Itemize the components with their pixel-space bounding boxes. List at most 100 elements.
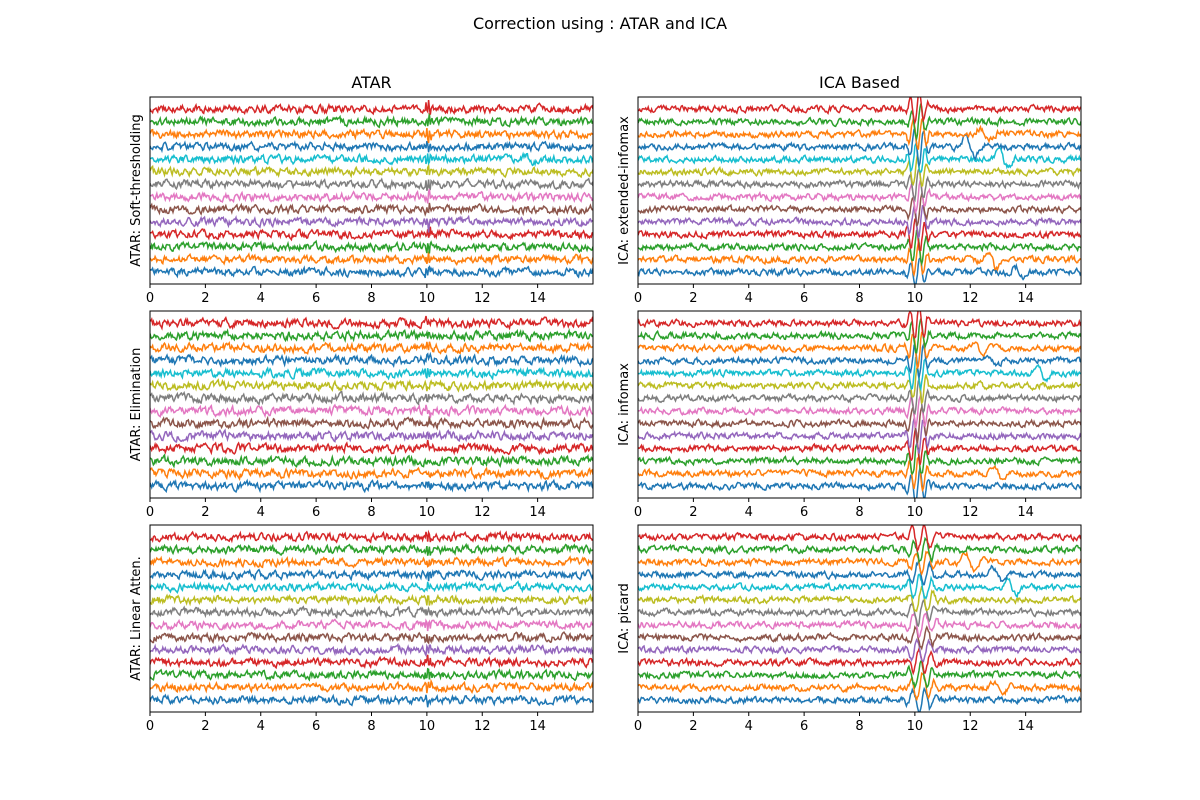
panel-4: 0 2 4 6 8 10 12 14 ATAR: Linear Atten. <box>129 524 594 734</box>
traces <box>638 311 1081 498</box>
channel-trace-2 <box>638 659 1081 690</box>
channel-trace-4 <box>150 642 593 658</box>
traces <box>150 100 593 279</box>
panel-0: 0 2 4 6 8 10 12 14 ATAR ATAR: Soft-thresholding <box>129 73 594 306</box>
x-tick-label: 6 <box>312 719 320 734</box>
x-tick-label: 10 <box>907 719 924 734</box>
x-tick-label: 4 <box>745 291 753 306</box>
channel-trace-3 <box>150 439 593 456</box>
channel-trace-13 <box>638 525 1081 553</box>
channel-trace-6 <box>638 392 1081 429</box>
channel-trace-12 <box>150 328 593 344</box>
channel-trace-10 <box>638 126 1081 168</box>
channel-trace-12 <box>150 542 593 556</box>
channel-trace-5 <box>150 415 593 431</box>
channel-trace-5 <box>638 404 1081 444</box>
x-tick-label: 10 <box>907 291 924 306</box>
channel-trace-11 <box>638 116 1081 150</box>
x-tick-label: 6 <box>800 719 808 734</box>
x-tick-label: 4 <box>257 719 265 734</box>
channel-trace-13 <box>638 311 1081 339</box>
channel-trace-6 <box>638 179 1081 215</box>
channel-trace-2 <box>150 239 593 254</box>
x-tick-label: 14 <box>529 505 546 520</box>
x-tick-label: 4 <box>257 505 265 520</box>
x-tick-label: 10 <box>419 505 436 520</box>
channel-trace-1 <box>150 466 593 482</box>
channel-trace-9 <box>150 580 593 595</box>
channel-trace-10 <box>638 342 1081 380</box>
x-tick-label: 8 <box>855 719 863 734</box>
x-tick-label: 12 <box>474 291 491 306</box>
channel-trace-8 <box>638 586 1081 613</box>
channel-trace-8 <box>150 162 593 179</box>
channel-trace-2 <box>638 441 1081 476</box>
x-tick-label: 8 <box>367 505 375 520</box>
channel-trace-6 <box>150 618 593 632</box>
x-tick-label: 8 <box>367 719 375 734</box>
channel-trace-1 <box>150 251 593 267</box>
x-tick-label: 6 <box>312 505 320 520</box>
channel-trace-1 <box>638 672 1081 701</box>
y-axis-label: ICA: infomax <box>617 363 632 446</box>
channel-trace-0 <box>638 257 1081 284</box>
channel-trace-12 <box>150 113 593 129</box>
x-tick-label: 0 <box>146 719 154 734</box>
traces <box>150 529 593 708</box>
panel-1: 0 2 4 6 8 10 12 14 ICA Based ICA: extended-infoma… <box>617 73 1082 306</box>
traces <box>638 525 1081 712</box>
x-tick-label: 12 <box>474 505 491 520</box>
channel-trace-7 <box>150 605 593 619</box>
traces <box>638 97 1081 284</box>
channel-trace-9 <box>638 573 1081 600</box>
channel-trace-4 <box>638 417 1081 454</box>
channel-trace-5 <box>638 625 1081 651</box>
x-tick-label: 4 <box>745 719 753 734</box>
channel-trace-1 <box>638 242 1081 278</box>
channel-trace-0 <box>150 478 593 494</box>
channel-trace-5 <box>150 202 593 217</box>
channel-trace-7 <box>638 378 1081 416</box>
channel-trace-7 <box>638 167 1081 203</box>
x-tick-label: 2 <box>201 291 209 306</box>
channel-trace-7 <box>638 599 1081 628</box>
x-tick-label: 10 <box>907 505 924 520</box>
x-tick-label: 12 <box>962 291 979 306</box>
y-axis-label: ATAR: Soft-thresholding <box>129 114 144 267</box>
panel-2: 0 2 4 6 8 10 12 14 ATAR: Elimination <box>129 310 594 520</box>
channel-trace-12 <box>638 536 1081 564</box>
channel-trace-3 <box>150 654 593 670</box>
x-tick-label: 8 <box>367 291 375 306</box>
channel-trace-0 <box>638 686 1081 712</box>
x-tick-label: 14 <box>1017 291 1034 306</box>
channel-trace-11 <box>150 127 593 144</box>
channel-trace-6 <box>150 188 593 204</box>
channel-trace-9 <box>150 151 593 167</box>
channel-trace-11 <box>638 329 1081 369</box>
x-tick-label: 2 <box>201 719 209 734</box>
channel-trace-6 <box>150 403 593 419</box>
channel-trace-12 <box>638 103 1081 142</box>
channel-trace-1 <box>150 678 593 694</box>
figure-suptitle: Correction using : ATAR and ICA <box>473 14 727 33</box>
channel-trace-7 <box>150 177 593 191</box>
x-tick-label: 12 <box>474 719 491 734</box>
y-axis-label: ICA: extended-infomax <box>617 116 632 265</box>
channel-trace-2 <box>150 453 593 469</box>
channel-trace-4 <box>638 638 1081 663</box>
channel-trace-4 <box>638 204 1081 239</box>
panel-title: ATAR <box>351 73 391 92</box>
x-tick-label: 4 <box>257 291 265 306</box>
channel-trace-9 <box>638 141 1081 174</box>
x-tick-label: 6 <box>800 505 808 520</box>
x-tick-label: 12 <box>962 505 979 520</box>
x-tick-label: 2 <box>689 291 697 306</box>
x-tick-label: 14 <box>1017 719 1034 734</box>
x-tick-label: 10 <box>419 719 436 734</box>
x-tick-label: 0 <box>146 505 154 520</box>
x-tick-label: 4 <box>745 505 753 520</box>
y-axis-label: ATAR: Elimination <box>129 348 144 462</box>
channel-trace-8 <box>150 593 593 607</box>
channel-trace-10 <box>638 560 1081 586</box>
channel-trace-9 <box>150 366 593 381</box>
